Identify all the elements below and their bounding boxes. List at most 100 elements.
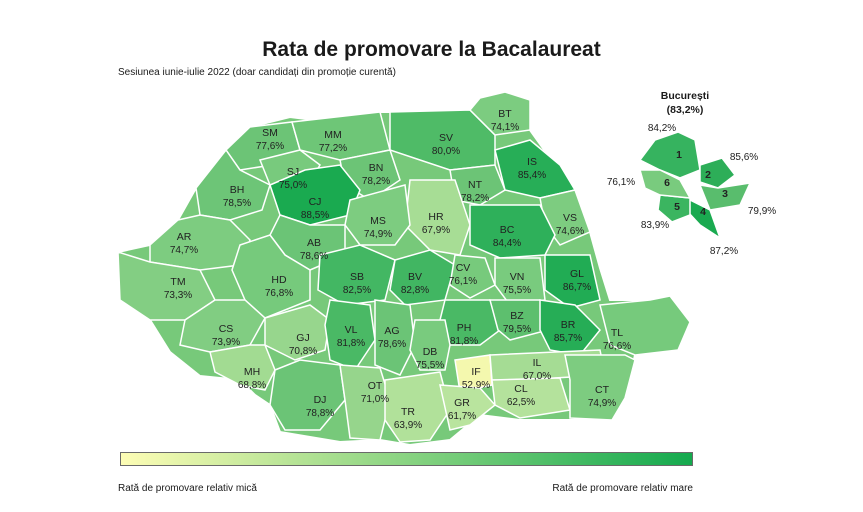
bucuresti-sector-number-3: 3 xyxy=(722,188,728,200)
county-code-gl: GL xyxy=(570,268,584,280)
county-value-tr: 63,9% xyxy=(394,420,422,431)
county-code-vs: VS xyxy=(563,212,577,224)
county-code-bh: BH xyxy=(230,184,245,196)
county-code-ot: OT xyxy=(368,380,383,392)
county-code-dj: DJ xyxy=(314,394,327,406)
county-code-hr: HR xyxy=(428,211,444,223)
county-code-gj: GJ xyxy=(296,332,309,344)
county-code-bv: BV xyxy=(408,271,422,283)
bucuresti-sector-number-4: 4 xyxy=(700,206,706,218)
county-value-is: 85,4% xyxy=(518,170,546,181)
legend-high-label: Rată de promovare relativ mare xyxy=(552,483,693,494)
region-GL xyxy=(544,254,601,309)
county-value-if: 52,9% xyxy=(462,380,490,391)
county-value-dj: 78,8% xyxy=(306,408,334,419)
bucuresti-sector-2 xyxy=(699,157,737,189)
county-value-sv: 80,0% xyxy=(432,146,460,157)
region-MH xyxy=(209,344,276,391)
county-value-bc: 84,4% xyxy=(493,238,521,249)
county-code-sm: SM xyxy=(262,127,278,139)
bucuresti-sector-value-5: 83,9% xyxy=(641,220,669,231)
county-code-ar: AR xyxy=(177,231,192,243)
county-code-is: IS xyxy=(527,156,537,168)
county-code-bz: BZ xyxy=(510,310,524,322)
county-value-mm: 77,2% xyxy=(319,143,347,154)
bucuresti-sector-value-6: 76,1% xyxy=(607,177,635,188)
county-code-cv: CV xyxy=(456,262,471,274)
county-value-vn: 75,5% xyxy=(503,285,531,296)
county-code-hd: HD xyxy=(271,274,287,286)
county-code-ms: MS xyxy=(370,215,386,227)
county-value-vl: 81,8% xyxy=(337,338,365,349)
county-value-br: 85,7% xyxy=(554,333,582,344)
county-code-db: DB xyxy=(423,346,438,358)
bucuresti-sector-value-4: 87,2% xyxy=(710,246,738,257)
county-code-cj: CJ xyxy=(309,196,322,208)
county-value-hr: 67,9% xyxy=(422,225,450,236)
legend-gradient-bar xyxy=(120,452,693,466)
bucuresti-sector-6 xyxy=(639,169,692,199)
map-title: Rata de promovare la Bacalaureat xyxy=(262,38,601,61)
region-GR xyxy=(439,384,497,431)
map-subtitle: Sesiunea iunie-iulie 2022 (doar candidaț… xyxy=(118,67,396,78)
county-code-ab: AB xyxy=(307,237,321,249)
region-AG xyxy=(374,299,416,376)
county-value-bv: 82,8% xyxy=(401,285,429,296)
region-CL xyxy=(491,377,571,419)
county-value-tm: 73,3% xyxy=(164,290,192,301)
county-value-ms: 74,9% xyxy=(364,229,392,240)
county-value-db: 75,5% xyxy=(416,360,444,371)
bucuresti-sector-number-6: 6 xyxy=(664,177,670,189)
county-value-ab: 78,6% xyxy=(300,251,328,262)
county-code-ct: CT xyxy=(595,384,610,396)
county-code-tr: TR xyxy=(401,406,415,418)
region-TR xyxy=(384,371,451,443)
county-value-vs: 74,6% xyxy=(556,226,584,237)
county-value-ar: 74,7% xyxy=(170,245,198,256)
county-value-tl: 76,6% xyxy=(603,341,631,352)
bucuresti-sector-value-2: 85,6% xyxy=(730,152,758,163)
region-SB xyxy=(317,244,396,306)
bucuresti-sector-number-2: 2 xyxy=(705,169,711,181)
county-value-cs: 73,9% xyxy=(212,337,240,348)
county-value-sj: 75,0% xyxy=(279,180,307,191)
county-code-cl: CL xyxy=(514,383,528,395)
county-value-bn: 78,2% xyxy=(362,176,390,187)
region-TL xyxy=(599,295,691,356)
county-value-cj: 88,5% xyxy=(301,210,329,221)
county-code-tm: TM xyxy=(170,276,185,288)
county-code-sj: SJ xyxy=(287,166,299,178)
county-code-il: IL xyxy=(533,357,542,369)
region-DJ xyxy=(269,359,346,431)
bucuresti-sector-value-1: 84,2% xyxy=(648,123,676,134)
bucuresti-sector-value-3: 79,9% xyxy=(748,206,776,217)
county-value-mh: 68,8% xyxy=(238,380,266,391)
bucuresti-sector-number-5: 5 xyxy=(674,201,680,213)
county-code-cs: CS xyxy=(219,323,234,335)
county-value-cv: 76,1% xyxy=(449,276,477,287)
county-value-ph: 81,8% xyxy=(450,336,478,347)
county-code-vn: VN xyxy=(510,271,525,283)
legend-low-label: Rată de promovare relativ mică xyxy=(118,483,257,494)
county-code-nt: NT xyxy=(468,179,483,191)
region-CT xyxy=(564,354,636,421)
county-value-bt: 74,1% xyxy=(491,122,519,133)
region-DB xyxy=(409,319,451,371)
county-value-bz: 79,5% xyxy=(503,324,531,335)
county-value-ag: 78,6% xyxy=(378,339,406,350)
bucuresti-sector-number-1: 1 xyxy=(676,149,682,161)
bucuresti-title: București xyxy=(660,90,710,102)
county-code-bn: BN xyxy=(369,162,384,174)
county-code-sb: SB xyxy=(350,271,364,283)
county-value-hd: 76,8% xyxy=(265,288,293,299)
county-code-ph: PH xyxy=(457,322,472,334)
county-value-gj: 70,8% xyxy=(289,346,317,357)
county-value-ot: 71,0% xyxy=(361,394,389,405)
region-CS xyxy=(179,299,266,353)
county-value-nt: 78,2% xyxy=(461,193,489,204)
county-value-gl: 86,7% xyxy=(563,282,591,293)
region-HD xyxy=(231,234,311,319)
bucuresti-inset xyxy=(638,131,752,240)
county-value-ct: 74,9% xyxy=(588,398,616,409)
